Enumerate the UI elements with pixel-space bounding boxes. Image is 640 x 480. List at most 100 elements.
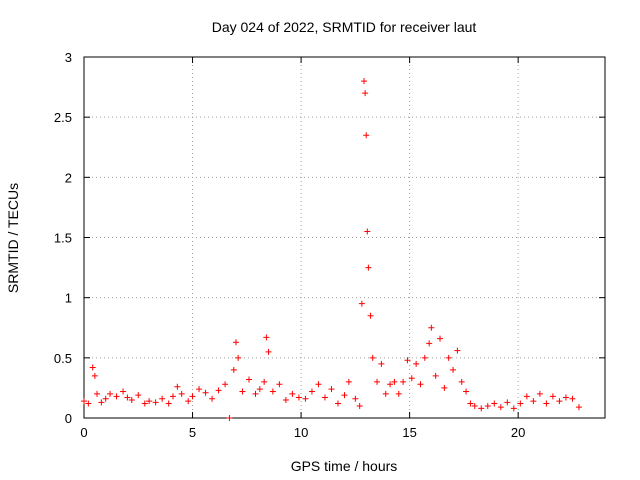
data-point: [102, 395, 109, 402]
data-point: [458, 378, 465, 385]
data-point: [261, 378, 268, 385]
chart-title: Day 024 of 2022, SRMTID for receiver lau…: [212, 19, 477, 35]
data-point: [98, 399, 105, 406]
data-point: [239, 388, 246, 395]
data-point: [152, 399, 159, 406]
data-point: [387, 381, 394, 388]
data-point: [124, 394, 131, 401]
data-point: [491, 400, 498, 407]
data-point: [282, 396, 289, 403]
data-point: [295, 394, 302, 401]
data-point: [165, 400, 172, 407]
data-point: [209, 395, 216, 402]
data-point: [94, 390, 101, 397]
data-point: [141, 400, 148, 407]
data-point: [321, 394, 328, 401]
data-point: [569, 395, 576, 402]
data-point: [463, 388, 470, 395]
data-point: [265, 348, 272, 355]
data-point: [517, 400, 524, 407]
data-point: [356, 402, 363, 409]
data-point: [170, 393, 177, 400]
x-tick-label: 20: [511, 425, 525, 440]
data-point: [450, 366, 457, 373]
data-point: [364, 228, 371, 235]
data-point: [135, 392, 142, 399]
data-point: [484, 402, 491, 409]
data-point: [437, 335, 444, 342]
data-point: [185, 398, 192, 405]
data-point: [128, 396, 135, 403]
data-point: [81, 398, 87, 405]
data-point: [367, 312, 374, 319]
x-tick-label: 0: [80, 425, 87, 440]
data-point: [252, 390, 259, 397]
data-point: [378, 360, 385, 367]
data-point: [369, 354, 376, 361]
data-point: [497, 404, 504, 411]
data-point: [341, 392, 348, 399]
data-point: [361, 78, 368, 85]
x-tick-label: 10: [294, 425, 308, 440]
data-point: [428, 324, 435, 331]
data-point: [222, 381, 229, 388]
data-point: [113, 393, 120, 400]
data-point: [196, 386, 203, 393]
y-tick-label: 3: [65, 50, 72, 65]
y-axis: 0 0.5 1 1.5 2 2.5 3: [54, 50, 605, 426]
data-point: [523, 393, 530, 400]
data-point: [382, 390, 389, 397]
data-point: [315, 381, 322, 388]
data-point: [178, 390, 185, 397]
data-point: [289, 390, 296, 397]
data-point: [374, 378, 381, 385]
grid: [84, 57, 605, 418]
x-tick-label: 5: [189, 425, 196, 440]
data-point: [345, 378, 352, 385]
data-point: [362, 90, 369, 97]
data-point: [245, 376, 252, 383]
data-point: [504, 399, 511, 406]
y-axis-label: SRMTID / TECUs: [5, 183, 21, 293]
data-point: [445, 354, 452, 361]
data-point: [404, 357, 411, 364]
data-point: [426, 340, 433, 347]
data-point: [269, 388, 276, 395]
data-point: [391, 378, 398, 385]
data-point: [146, 398, 153, 405]
data-point: [365, 264, 372, 271]
data-point: [263, 334, 270, 341]
y-tick-label: 2: [65, 170, 72, 185]
data-point: [395, 390, 402, 397]
data-point: [510, 405, 517, 412]
data-point: [400, 378, 407, 385]
y-tick-label: 0: [65, 411, 72, 426]
data-point: [454, 347, 461, 354]
data-point: [432, 372, 439, 379]
data-point: [174, 383, 181, 390]
data-point: [302, 395, 309, 402]
y-tick-label: 1: [65, 291, 72, 306]
data-point: [276, 381, 283, 388]
data-point: [441, 384, 448, 391]
data-point: [421, 354, 428, 361]
data-point: [91, 372, 98, 379]
data-point: [536, 390, 543, 397]
data-point: [352, 395, 359, 402]
data-point: [530, 398, 537, 405]
data-point: [215, 387, 222, 394]
data-point: [471, 402, 478, 409]
data-point: [230, 366, 237, 373]
data-point: [408, 375, 415, 382]
data-point: [334, 400, 341, 407]
data-point: [549, 393, 556, 400]
x-axis: 0 5 10 15 20: [80, 57, 525, 440]
data-point: [575, 404, 582, 411]
data-point: [107, 390, 114, 397]
data-point: [232, 339, 239, 346]
y-tick-label: 0.5: [54, 351, 72, 366]
data-point: [467, 400, 474, 407]
data-point: [226, 415, 233, 421]
data-point: [478, 405, 485, 412]
y-tick-label: 2.5: [54, 110, 72, 125]
